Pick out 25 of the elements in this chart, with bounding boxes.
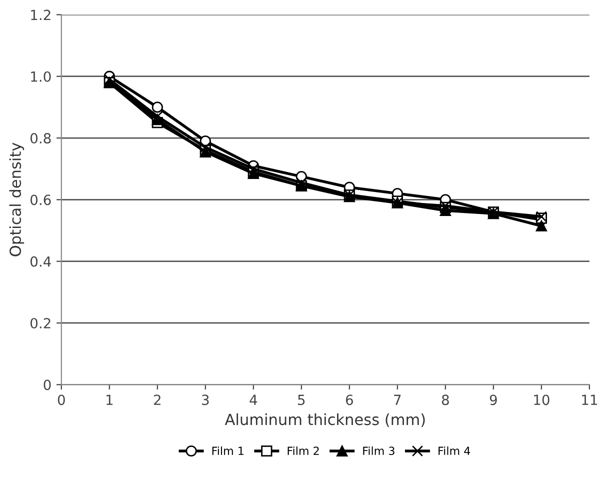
x-tick-label: 10 <box>534 394 550 406</box>
x-tick-label: 9 <box>490 394 497 406</box>
x-axis-title: Aluminum thickness (mm) <box>224 413 425 427</box>
x-tick-label: 7 <box>394 394 401 405</box>
y-tick-label: 0.6 <box>30 194 51 206</box>
y-tick-label: 1.2 <box>31 10 50 20</box>
y-tick-label: 0.2 <box>30 318 50 328</box>
x-tick-label: 1 <box>106 394 113 405</box>
x-tick-label: 0 <box>58 394 65 406</box>
y-tick-label: 0.4 <box>30 256 51 267</box>
x-tick-label: 2 <box>154 394 160 405</box>
x-tick-label: 5 <box>298 394 305 406</box>
x-tick-label: 8 <box>442 394 449 406</box>
y-axis-title: Optical density <box>9 142 24 256</box>
legend-label: Film 3 <box>363 446 394 456</box>
y-tick-label: 1.0 <box>31 71 51 82</box>
legend-label: Film 4 <box>438 446 470 455</box>
y-tick-label: 0.8 <box>30 132 51 144</box>
x-tick-label: 3 <box>202 394 209 406</box>
x-tick-label: 11 <box>582 394 597 405</box>
legend-label: Film 1 <box>212 446 244 455</box>
y-tick-label: 0 <box>44 380 51 390</box>
x-tick-label: 6 <box>346 394 353 406</box>
x-tick-label: 4 <box>250 394 258 405</box>
legend-label: Film 2 <box>288 446 319 455</box>
